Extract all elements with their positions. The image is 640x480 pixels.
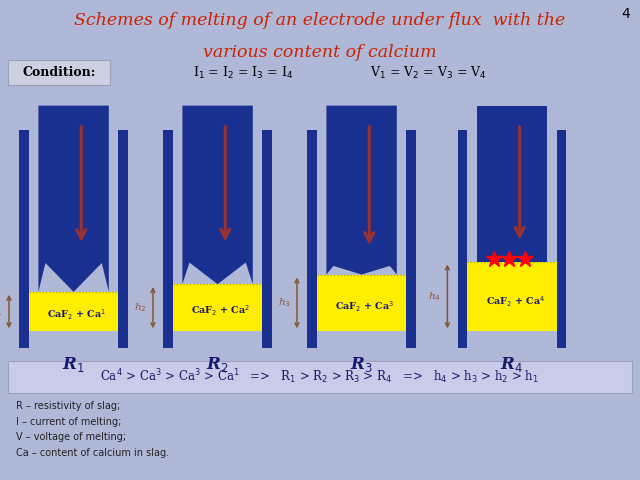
Bar <box>317 275 406 331</box>
Text: I$_1$ = I$_2$ = I$_3$ = I$_4$: I$_1$ = I$_2$ = I$_3$ = I$_4$ <box>193 64 293 81</box>
FancyBboxPatch shape <box>8 361 632 393</box>
Text: h$_4$: h$_4$ <box>428 290 441 303</box>
Bar <box>118 130 128 348</box>
Text: R – resistivity of slag;: R – resistivity of slag; <box>16 401 120 411</box>
Bar <box>458 130 467 348</box>
Text: I$_1$: I$_1$ <box>95 121 107 138</box>
FancyBboxPatch shape <box>8 60 110 85</box>
Bar <box>163 130 173 348</box>
Text: I$_4$: I$_4$ <box>534 121 545 138</box>
Text: CaF$_2$ + Ca$^1$: CaF$_2$ + Ca$^1$ <box>47 308 106 322</box>
Text: Schemes of melting of an electrode under flux  with the: Schemes of melting of an electrode under… <box>74 12 566 29</box>
Bar <box>406 130 416 348</box>
Text: various content of calcium: various content of calcium <box>203 44 437 61</box>
Text: R$_1$: R$_1$ <box>62 355 85 374</box>
Text: I$_2$: I$_2$ <box>239 121 251 138</box>
Text: V – voltage of melting;: V – voltage of melting; <box>16 432 126 443</box>
Text: R$_3$: R$_3$ <box>350 355 373 374</box>
Text: R$_2$: R$_2$ <box>206 355 229 374</box>
Bar <box>262 130 272 348</box>
Polygon shape <box>38 106 109 292</box>
Bar <box>557 130 566 348</box>
Text: Ca – content of calcium in slag.: Ca – content of calcium in slag. <box>16 448 169 458</box>
Bar <box>19 130 29 348</box>
Text: h$_2$: h$_2$ <box>134 301 147 314</box>
Bar <box>307 130 317 348</box>
Text: CaF$_2$ + Ca$^3$: CaF$_2$ + Ca$^3$ <box>335 300 394 314</box>
Polygon shape <box>182 106 253 284</box>
Text: I$_3$: I$_3$ <box>383 121 395 138</box>
Bar <box>467 262 557 331</box>
Text: h$_3$: h$_3$ <box>278 297 291 309</box>
Text: Ca$^4$ > Ca$^3$ > Ca$^3$ > Ca$^1$   =>   R$_1$ > R$_2$ > R$_3$ > R$_4$   =>   h$: Ca$^4$ > Ca$^3$ > Ca$^3$ > Ca$^1$ => R$_… <box>100 368 540 386</box>
Text: 4: 4 <box>621 7 630 21</box>
Bar <box>173 284 262 331</box>
Bar <box>29 292 118 331</box>
Text: Condition:: Condition: <box>23 66 96 79</box>
Text: V$_1$ = V$_2$ = V$_3$ = V$_4$: V$_1$ = V$_2$ = V$_3$ = V$_4$ <box>371 64 487 81</box>
Text: h$_1$: h$_1$ <box>0 305 3 318</box>
Polygon shape <box>326 106 397 275</box>
Text: CaF$_2$ + Ca$^4$: CaF$_2$ + Ca$^4$ <box>486 295 545 309</box>
Text: R$_4$: R$_4$ <box>500 355 524 374</box>
Text: I – current of melting;: I – current of melting; <box>16 417 122 427</box>
Polygon shape <box>477 106 547 262</box>
Text: CaF$_2$ + Ca$^2$: CaF$_2$ + Ca$^2$ <box>191 304 250 319</box>
